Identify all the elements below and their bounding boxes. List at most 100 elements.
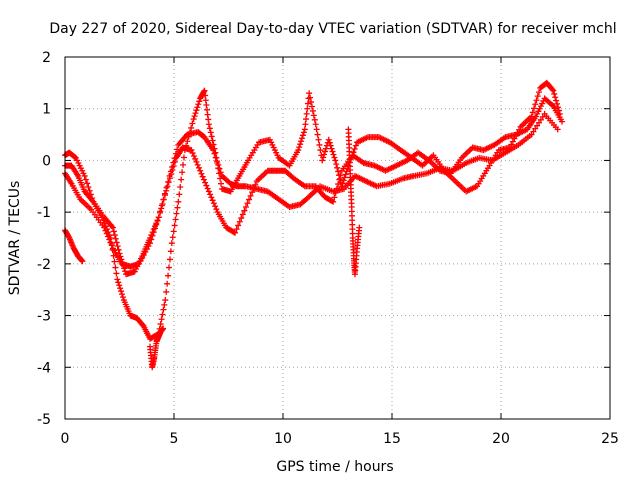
data-point bbox=[304, 100, 311, 107]
data-point bbox=[164, 183, 171, 190]
data-point bbox=[158, 316, 165, 323]
data-point bbox=[335, 168, 342, 175]
data-point bbox=[163, 187, 170, 194]
data-point bbox=[304, 105, 311, 112]
data-point bbox=[174, 204, 181, 211]
data-point bbox=[554, 104, 561, 111]
data-point bbox=[111, 258, 118, 265]
data-point bbox=[235, 222, 242, 229]
y-tick-label: 2 bbox=[42, 50, 51, 66]
data-point bbox=[111, 232, 118, 239]
data-point bbox=[184, 138, 191, 145]
data-point bbox=[170, 162, 177, 169]
data-point bbox=[328, 145, 335, 152]
data-point bbox=[119, 294, 126, 301]
data-point bbox=[165, 272, 172, 279]
data-point bbox=[556, 110, 563, 117]
data-point bbox=[555, 107, 562, 114]
data-point bbox=[300, 129, 307, 136]
data-point bbox=[115, 246, 122, 253]
data-point bbox=[150, 226, 157, 233]
data-point bbox=[186, 129, 193, 136]
data-point bbox=[203, 182, 210, 189]
data-point bbox=[168, 240, 175, 247]
data-point bbox=[216, 170, 223, 177]
data-point bbox=[549, 86, 556, 93]
data-point bbox=[99, 214, 106, 221]
data-point bbox=[102, 223, 109, 230]
data-point bbox=[118, 288, 125, 295]
data-point bbox=[333, 161, 340, 168]
data-point bbox=[101, 220, 108, 227]
data-point bbox=[172, 216, 179, 223]
data-point bbox=[295, 147, 302, 154]
data-point bbox=[338, 183, 345, 190]
data-point bbox=[169, 167, 176, 174]
data-point bbox=[552, 94, 559, 101]
grid-lines bbox=[65, 57, 610, 419]
data-point bbox=[177, 184, 184, 191]
data-point bbox=[118, 256, 125, 263]
data-point bbox=[312, 121, 319, 128]
data-point bbox=[152, 223, 159, 230]
data-point bbox=[188, 124, 195, 131]
data-point bbox=[180, 161, 187, 168]
series-track-f bbox=[345, 126, 363, 278]
data-point bbox=[180, 154, 187, 161]
data-point bbox=[176, 191, 183, 198]
data-point bbox=[195, 101, 202, 108]
data-point bbox=[148, 232, 155, 239]
data-point bbox=[179, 169, 186, 176]
data-point bbox=[200, 176, 207, 183]
data-point bbox=[163, 288, 170, 295]
data-point bbox=[319, 157, 326, 164]
data-point bbox=[214, 160, 221, 167]
data-point bbox=[239, 211, 246, 218]
data-point bbox=[193, 107, 200, 114]
data-point bbox=[104, 226, 111, 233]
data-point bbox=[147, 235, 154, 241]
data-point bbox=[321, 151, 328, 158]
data-point bbox=[115, 279, 122, 286]
data-point bbox=[330, 151, 337, 158]
data-point bbox=[306, 90, 313, 97]
data-point bbox=[244, 200, 251, 207]
data-point bbox=[301, 126, 308, 133]
data-point bbox=[112, 264, 119, 271]
data-point bbox=[309, 107, 316, 114]
data-point bbox=[535, 89, 542, 96]
data-point bbox=[161, 301, 168, 308]
data-point bbox=[171, 158, 178, 165]
data-point bbox=[160, 325, 167, 332]
data-point bbox=[82, 176, 89, 183]
y-tick-label: -5 bbox=[37, 412, 51, 428]
x-tick-label: 25 bbox=[601, 431, 619, 447]
data-point bbox=[325, 136, 332, 143]
data-point bbox=[332, 189, 339, 196]
data-point bbox=[156, 209, 163, 216]
data-point bbox=[308, 99, 315, 106]
data-point bbox=[341, 174, 348, 181]
data-point bbox=[296, 144, 303, 151]
data-point bbox=[167, 248, 174, 255]
data-point bbox=[178, 176, 185, 183]
data-point bbox=[322, 145, 329, 152]
data-point bbox=[211, 145, 218, 152]
data-point bbox=[534, 93, 541, 100]
data-point bbox=[107, 235, 114, 241]
data-point bbox=[166, 264, 173, 271]
data-point bbox=[333, 185, 340, 192]
data-point bbox=[84, 180, 91, 187]
data-point bbox=[183, 142, 190, 149]
data-point bbox=[185, 133, 192, 140]
data-point bbox=[232, 229, 239, 236]
data-point bbox=[86, 187, 93, 194]
data-point bbox=[314, 131, 321, 138]
data-point bbox=[336, 172, 343, 179]
data-point bbox=[554, 100, 561, 107]
data-point bbox=[118, 291, 125, 298]
x-tick-label: 15 bbox=[383, 431, 401, 447]
series-track-e bbox=[147, 325, 167, 371]
data-point bbox=[199, 173, 206, 180]
